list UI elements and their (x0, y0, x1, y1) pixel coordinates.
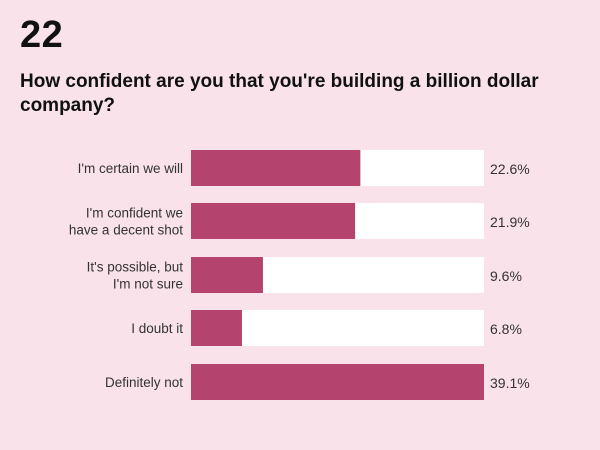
bar (191, 310, 242, 346)
category-label: I doubt it (131, 321, 183, 336)
value-label: 6.8% (490, 321, 522, 337)
category-label-line: have a decent shot (69, 223, 183, 238)
category-label: Definitely not (105, 375, 183, 390)
bar (191, 150, 361, 186)
category-label-line: Definitely not (105, 375, 183, 390)
value-label: 9.6% (490, 268, 522, 284)
category-label-line: I doubt it (131, 321, 183, 336)
category-label-line: It's possible, but (87, 260, 184, 275)
category-label-line: I'm certain we will (78, 161, 183, 176)
question-number: 22 (20, 14, 64, 56)
bar (191, 203, 356, 239)
chart-title: How confident are you that you're buildi… (20, 71, 539, 116)
bar (191, 257, 263, 293)
value-label: 22.6% (490, 161, 530, 177)
category-label-line: I'm confident we (86, 206, 183, 221)
category-label: It's possible, but I'm not sure (87, 260, 184, 292)
bar (191, 364, 484, 400)
category-label: I'm confident we have a decent shot (69, 206, 183, 238)
value-label: 21.9% (490, 214, 530, 230)
category-label-line: I'm not sure (113, 277, 183, 292)
value-label: 39.1% (490, 375, 530, 391)
category-label: I'm certain we will (78, 161, 183, 176)
